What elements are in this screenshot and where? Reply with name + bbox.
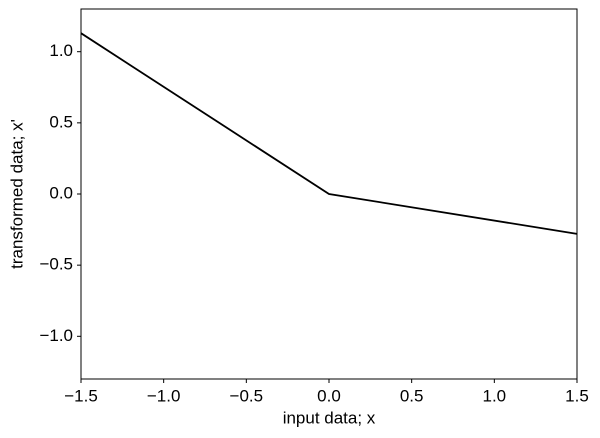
y-tick-label: 0.5 [49, 112, 73, 131]
line [80, 32, 578, 235]
x-tick-label: 1.0 [483, 386, 507, 405]
x-tick-label: 0.5 [400, 386, 424, 405]
y-tick-label: 0.0 [49, 183, 73, 202]
y-axis-label: transformed data; x' [7, 119, 26, 269]
y-tick-label: 1.0 [49, 41, 73, 60]
x-tick-label: −1.5 [64, 386, 98, 405]
x-axis-label: input data; x [283, 408, 376, 427]
y-tick-label: −0.5 [39, 255, 73, 274]
x-tick-label: −1.0 [147, 386, 181, 405]
y-tick-label: −1.0 [39, 326, 73, 345]
x-tick-label: 1.5 [565, 386, 589, 405]
x-tick-label: −0.5 [230, 386, 264, 405]
plot-frame [80, 8, 578, 380]
x-tick-label: 0.0 [317, 386, 341, 405]
